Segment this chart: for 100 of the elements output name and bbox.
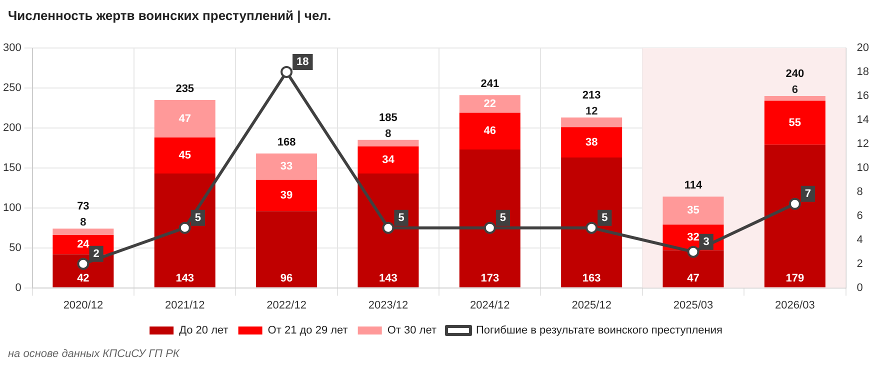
y-tick-label: 50 (9, 242, 22, 254)
data-label: 34 (382, 154, 396, 166)
y2-tick-label: 20 (856, 42, 870, 54)
bar (561, 158, 622, 288)
point (382, 222, 394, 234)
y-tick-label: 300 (2, 42, 22, 54)
point (280, 66, 293, 78)
data-label: 5 (398, 212, 404, 224)
x-tick-label: 2024/12 (470, 299, 510, 312)
data-label: 47 (178, 112, 191, 125)
data-label: 38 (585, 136, 598, 148)
bar (764, 144, 826, 288)
bar (662, 196, 724, 225)
data-label: 35 (687, 204, 700, 217)
data-label: 18 (296, 56, 309, 68)
y2-tick-label: 12 (856, 138, 870, 150)
y-tick-label: 200 (2, 122, 22, 134)
y2-tick-label: 6 (856, 210, 863, 222)
total-label: 114 (684, 180, 704, 192)
data-label: 143 (379, 272, 398, 284)
data-label: 24 (77, 238, 90, 251)
bar (561, 118, 622, 128)
data-label: 143 (176, 272, 194, 284)
data-label: 8 (80, 216, 86, 229)
bar (52, 228, 114, 236)
legend-label: От 21 до 29 лет (268, 324, 348, 337)
data-label: 22 (484, 98, 496, 110)
x-tick-label: 2022/12 (266, 299, 306, 312)
data-label: 55 (788, 116, 802, 129)
point (788, 198, 801, 210)
data-label: 5 (500, 212, 506, 224)
total-label: 240 (786, 68, 804, 80)
total-label: 213 (582, 90, 601, 102)
data-label: 2 (93, 248, 100, 260)
data-label: 163 (582, 272, 601, 284)
data-label: 8 (385, 128, 392, 140)
y2-tick-label: 18 (856, 66, 870, 78)
y2-tick-label: 14 (856, 114, 870, 126)
total-label: 73 (77, 200, 90, 213)
text: на основе данных КПСиСУ ГП РК (8, 348, 180, 360)
data-label: 173 (480, 272, 500, 284)
total-label: 185 (379, 112, 398, 124)
data-label: 46 (484, 125, 496, 138)
legend-label: До 20 лет (179, 324, 228, 337)
point (484, 222, 496, 234)
y-tick-label: 100 (2, 202, 22, 214)
bar (256, 154, 318, 180)
bar (764, 96, 826, 101)
data-label: 5 (602, 212, 608, 224)
point (687, 246, 700, 258)
x-tick-label: 2025/03 (673, 299, 714, 312)
total-label: 235 (176, 82, 194, 95)
bar (459, 95, 520, 113)
total-label: 168 (277, 136, 296, 149)
data-label: 33 (280, 160, 293, 173)
bar (459, 150, 520, 288)
data-label: 32 (687, 231, 700, 244)
y2-tick-label: 10 (856, 162, 870, 174)
y-tick-label: 250 (2, 82, 22, 94)
bar (154, 100, 216, 138)
y-tick-label: 150 (2, 162, 22, 174)
y-tick-label: 0 (15, 282, 22, 294)
bar (358, 140, 419, 146)
total-label: 241 (480, 78, 500, 90)
bar (358, 173, 419, 288)
y2-tick-label: 4 (856, 234, 863, 246)
data-label: 3 (703, 236, 710, 248)
data-label: 96 (280, 272, 293, 284)
legend-label: Погибшие в результате воинского преступления (476, 324, 722, 337)
bar (764, 100, 826, 145)
data-label: 7 (804, 188, 812, 200)
data-label: 45 (178, 150, 191, 162)
y2-tick-label: 16 (856, 90, 870, 102)
legend-label: От 30 лет (387, 324, 436, 337)
bar (561, 127, 622, 158)
x-tick-label: 2025/12 (572, 299, 612, 312)
point (586, 222, 598, 234)
bar (154, 138, 216, 174)
point (77, 258, 90, 270)
y2-tick-label: 0 (856, 282, 863, 294)
data-label: 42 (77, 272, 90, 284)
bar (459, 112, 520, 150)
data-label: 47 (687, 272, 700, 284)
data-label: 5 (194, 212, 201, 224)
bar (154, 173, 216, 288)
bar (358, 146, 419, 174)
x-tick-label: 2021/12 (164, 299, 205, 312)
x-tick-label: 2023/12 (368, 299, 408, 312)
bar (662, 250, 724, 288)
y2-tick-label: 2 (856, 258, 863, 270)
x-tick-label: 2026/03 (775, 299, 815, 312)
data-label: 6 (792, 84, 798, 96)
y2-tick-label: 8 (856, 186, 863, 198)
bar (256, 211, 318, 288)
chart-title: Численность жертв воинских преступлений | чел. (8, 8, 332, 23)
x-tick-label: 2020/12 (63, 299, 104, 312)
point (178, 222, 191, 234)
data-label: 39 (280, 190, 293, 202)
bar (256, 180, 318, 212)
data-label: 179 (786, 272, 804, 284)
